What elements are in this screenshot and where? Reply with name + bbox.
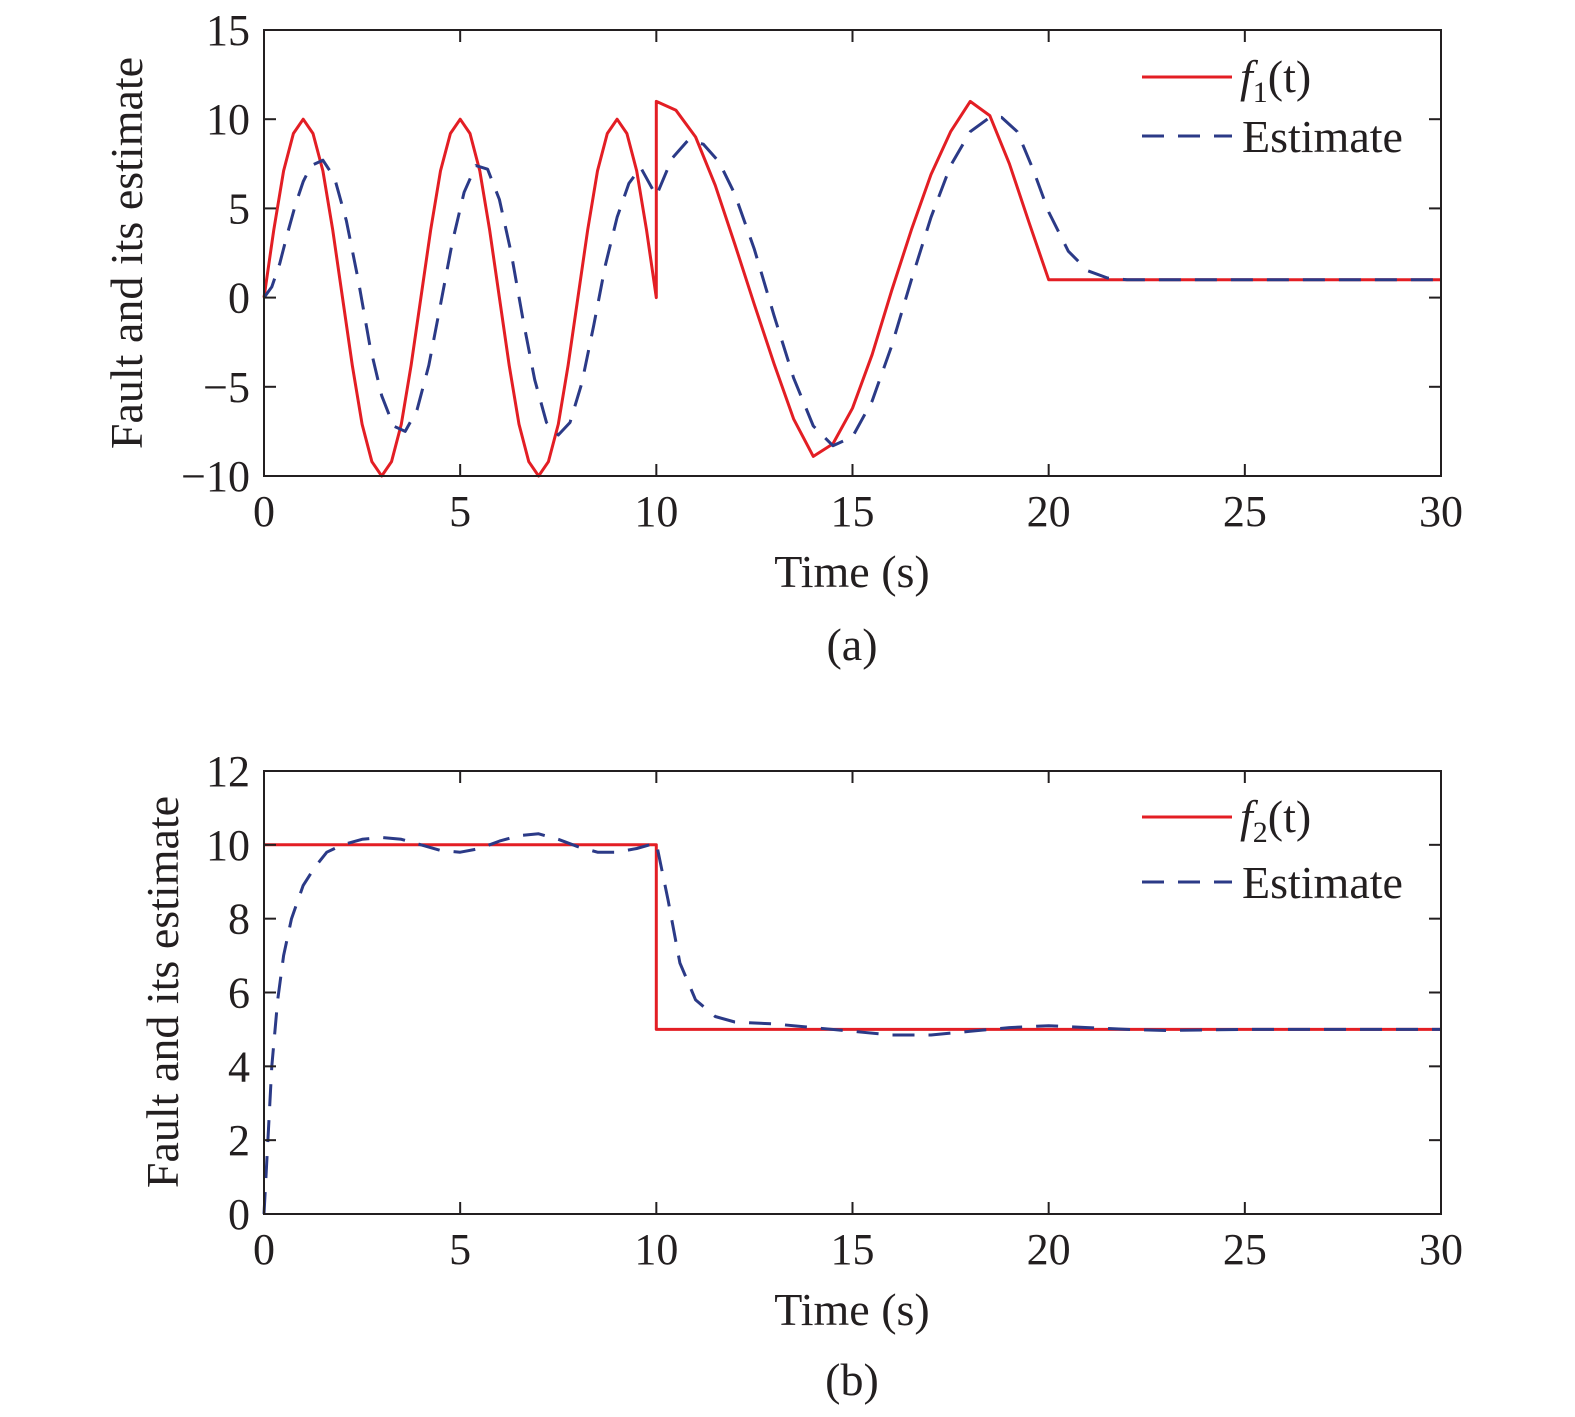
a-series-line-estimate <box>262 115 1441 448</box>
a-y-tick-label: −10 <box>181 452 250 501</box>
a-legend-label-fault: f1(t) <box>1240 51 1311 109</box>
b-tick-labels: 0 5 10 15 20 25 30 0 2 4 6 8 10 12 <box>206 747 1463 1274</box>
b-x-axis-label: Time (s) <box>774 1284 930 1335</box>
a-y-tick-label: 15 <box>206 6 250 55</box>
b-x-tick-label: 30 <box>1419 1225 1463 1274</box>
b-y-tick-label: 10 <box>206 821 250 870</box>
b-y-tick-label: 2 <box>228 1116 250 1165</box>
b-caption: (b) <box>825 1354 879 1405</box>
b-legend: f2(t) Estimate <box>1142 791 1403 908</box>
a-legend: f1(t) Estimate <box>1142 51 1403 162</box>
a-y-tick-label: 5 <box>228 184 250 233</box>
a-series-line-fault <box>262 99 1441 478</box>
a-x-tick-label: 30 <box>1419 487 1463 536</box>
b-x-tick-label: 0 <box>253 1225 275 1274</box>
a-y-tick-label: 10 <box>206 95 250 144</box>
a-x-tick-label: 0 <box>253 487 275 536</box>
a-plot-lines <box>262 99 1441 478</box>
a-y-tick-label: 0 <box>228 274 250 323</box>
b-series-line-fault <box>264 843 1441 1031</box>
b-plot-lines <box>262 832 1441 1215</box>
a-y-tick-label: −5 <box>203 363 250 412</box>
a-legend-label-estimate: Estimate <box>1242 111 1403 162</box>
b-y-tick-label: 0 <box>228 1190 250 1239</box>
b-legend-label-fault: f2(t) <box>1240 791 1311 849</box>
b-x-tick-label: 25 <box>1223 1225 1267 1274</box>
a-x-tick-label: 20 <box>1027 487 1071 536</box>
b-x-tick-label: 5 <box>449 1225 471 1274</box>
a-y-axis-label: Fault and its estimate <box>101 57 152 449</box>
a-ticks <box>263 29 1442 477</box>
a-x-tick-label: 10 <box>634 487 678 536</box>
a-caption: (a) <box>826 619 877 670</box>
b-y-axis-label: Fault and its estimate <box>137 796 188 1188</box>
b-legend-label-estimate: Estimate <box>1242 857 1403 908</box>
panel-a: 0 5 10 15 20 25 30 −10 −5 0 5 10 15 Time (s) Fault a… <box>101 6 1463 670</box>
a-tick-labels: 0 5 10 15 20 25 30 −10 −5 0 5 10 15 <box>181 6 1463 536</box>
b-ticks <box>263 770 1442 1215</box>
b-x-tick-label: 15 <box>831 1225 875 1274</box>
a-x-tick-label: 5 <box>449 487 471 536</box>
b-y-tick-label: 12 <box>206 747 250 796</box>
a-x-tick-label: 15 <box>831 487 875 536</box>
a-x-axis-label: Time (s) <box>774 546 930 597</box>
b-series-line-estimate <box>262 832 1441 1215</box>
b-y-tick-label: 4 <box>228 1042 250 1091</box>
b-x-tick-label: 20 <box>1027 1225 1071 1274</box>
b-x-tick-label: 10 <box>634 1225 678 1274</box>
b-y-tick-label: 6 <box>228 969 250 1018</box>
panel-b: 0 5 10 15 20 25 30 0 2 4 6 8 10 12 Time (s) Fault and… <box>137 747 1463 1405</box>
b-y-tick-label: 8 <box>228 895 250 944</box>
a-x-tick-label: 25 <box>1223 487 1267 536</box>
